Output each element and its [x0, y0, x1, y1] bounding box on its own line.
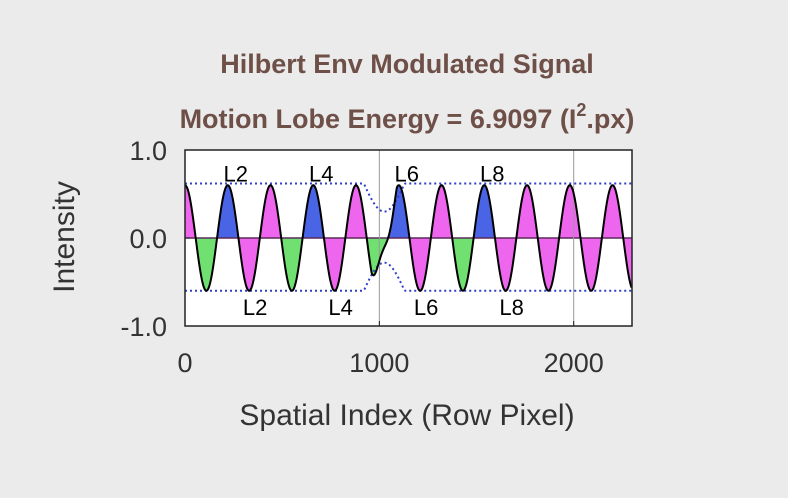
subtitle-prefix: Motion Lobe Energy = 6.9097 (I [180, 104, 577, 134]
positive-lobe [430, 185, 453, 238]
lobe-label-top: L4 [309, 161, 333, 186]
y-axis-label: Intensity [48, 181, 81, 293]
lobe-label-bottom: L2 [243, 295, 267, 320]
x-axis-label: Spatial Index (Row Pixel) [239, 399, 574, 432]
positive-lobe [473, 185, 495, 238]
positive-lobe [345, 185, 367, 238]
negative-lobe [281, 238, 303, 291]
positive-lobe [516, 185, 538, 238]
chart-title: Hilbert Env Modulated Signal [220, 49, 594, 79]
positive-lobe [302, 185, 324, 238]
negative-lobe [537, 238, 560, 291]
lobe-label-bottom: L8 [499, 295, 523, 320]
positive-lobe [601, 185, 624, 238]
y-tick-label: -1.0 [120, 312, 167, 342]
plot-area: L2 L4 L6 L8 L2 L4 L6 L8 [184, 149, 633, 327]
x-tick-label: 2000 [544, 348, 604, 378]
lobe-label-bottom: L6 [414, 295, 438, 320]
positive-lobe [217, 185, 239, 238]
positive-lobe [259, 185, 282, 238]
lobe-label-top: L2 [224, 161, 248, 186]
positive-lobe [388, 185, 410, 238]
negative-lobe [580, 238, 602, 291]
signal-line [184, 184, 633, 292]
negative-lobe [409, 238, 431, 291]
y-tick-label: 0.0 [129, 224, 167, 254]
subtitle-suffix: .px) [586, 104, 634, 134]
negative-lobe [195, 238, 218, 291]
lobe-label-top: L8 [480, 161, 504, 186]
x-tick-label: 1000 [349, 348, 409, 378]
y-tick-label: 1.0 [129, 136, 167, 166]
chart-subtitle: Motion Lobe Energy = 6.9097 (I2.px) [180, 100, 635, 134]
lobe-label-bottom: L4 [328, 295, 352, 320]
x-tick-label: 0 [177, 348, 192, 378]
lobe-label-top: L6 [395, 161, 419, 186]
negative-lobe [366, 238, 389, 276]
subtitle-superscript: 2 [576, 100, 586, 120]
negative-lobe [238, 238, 260, 291]
positive-lobe [559, 185, 581, 238]
negative-lobe [323, 238, 346, 291]
axis-ticks: 0 1000 2000 -1.0 0.0 1.0 [120, 136, 603, 378]
negative-lobe [494, 238, 517, 291]
negative-lobe [452, 238, 474, 291]
